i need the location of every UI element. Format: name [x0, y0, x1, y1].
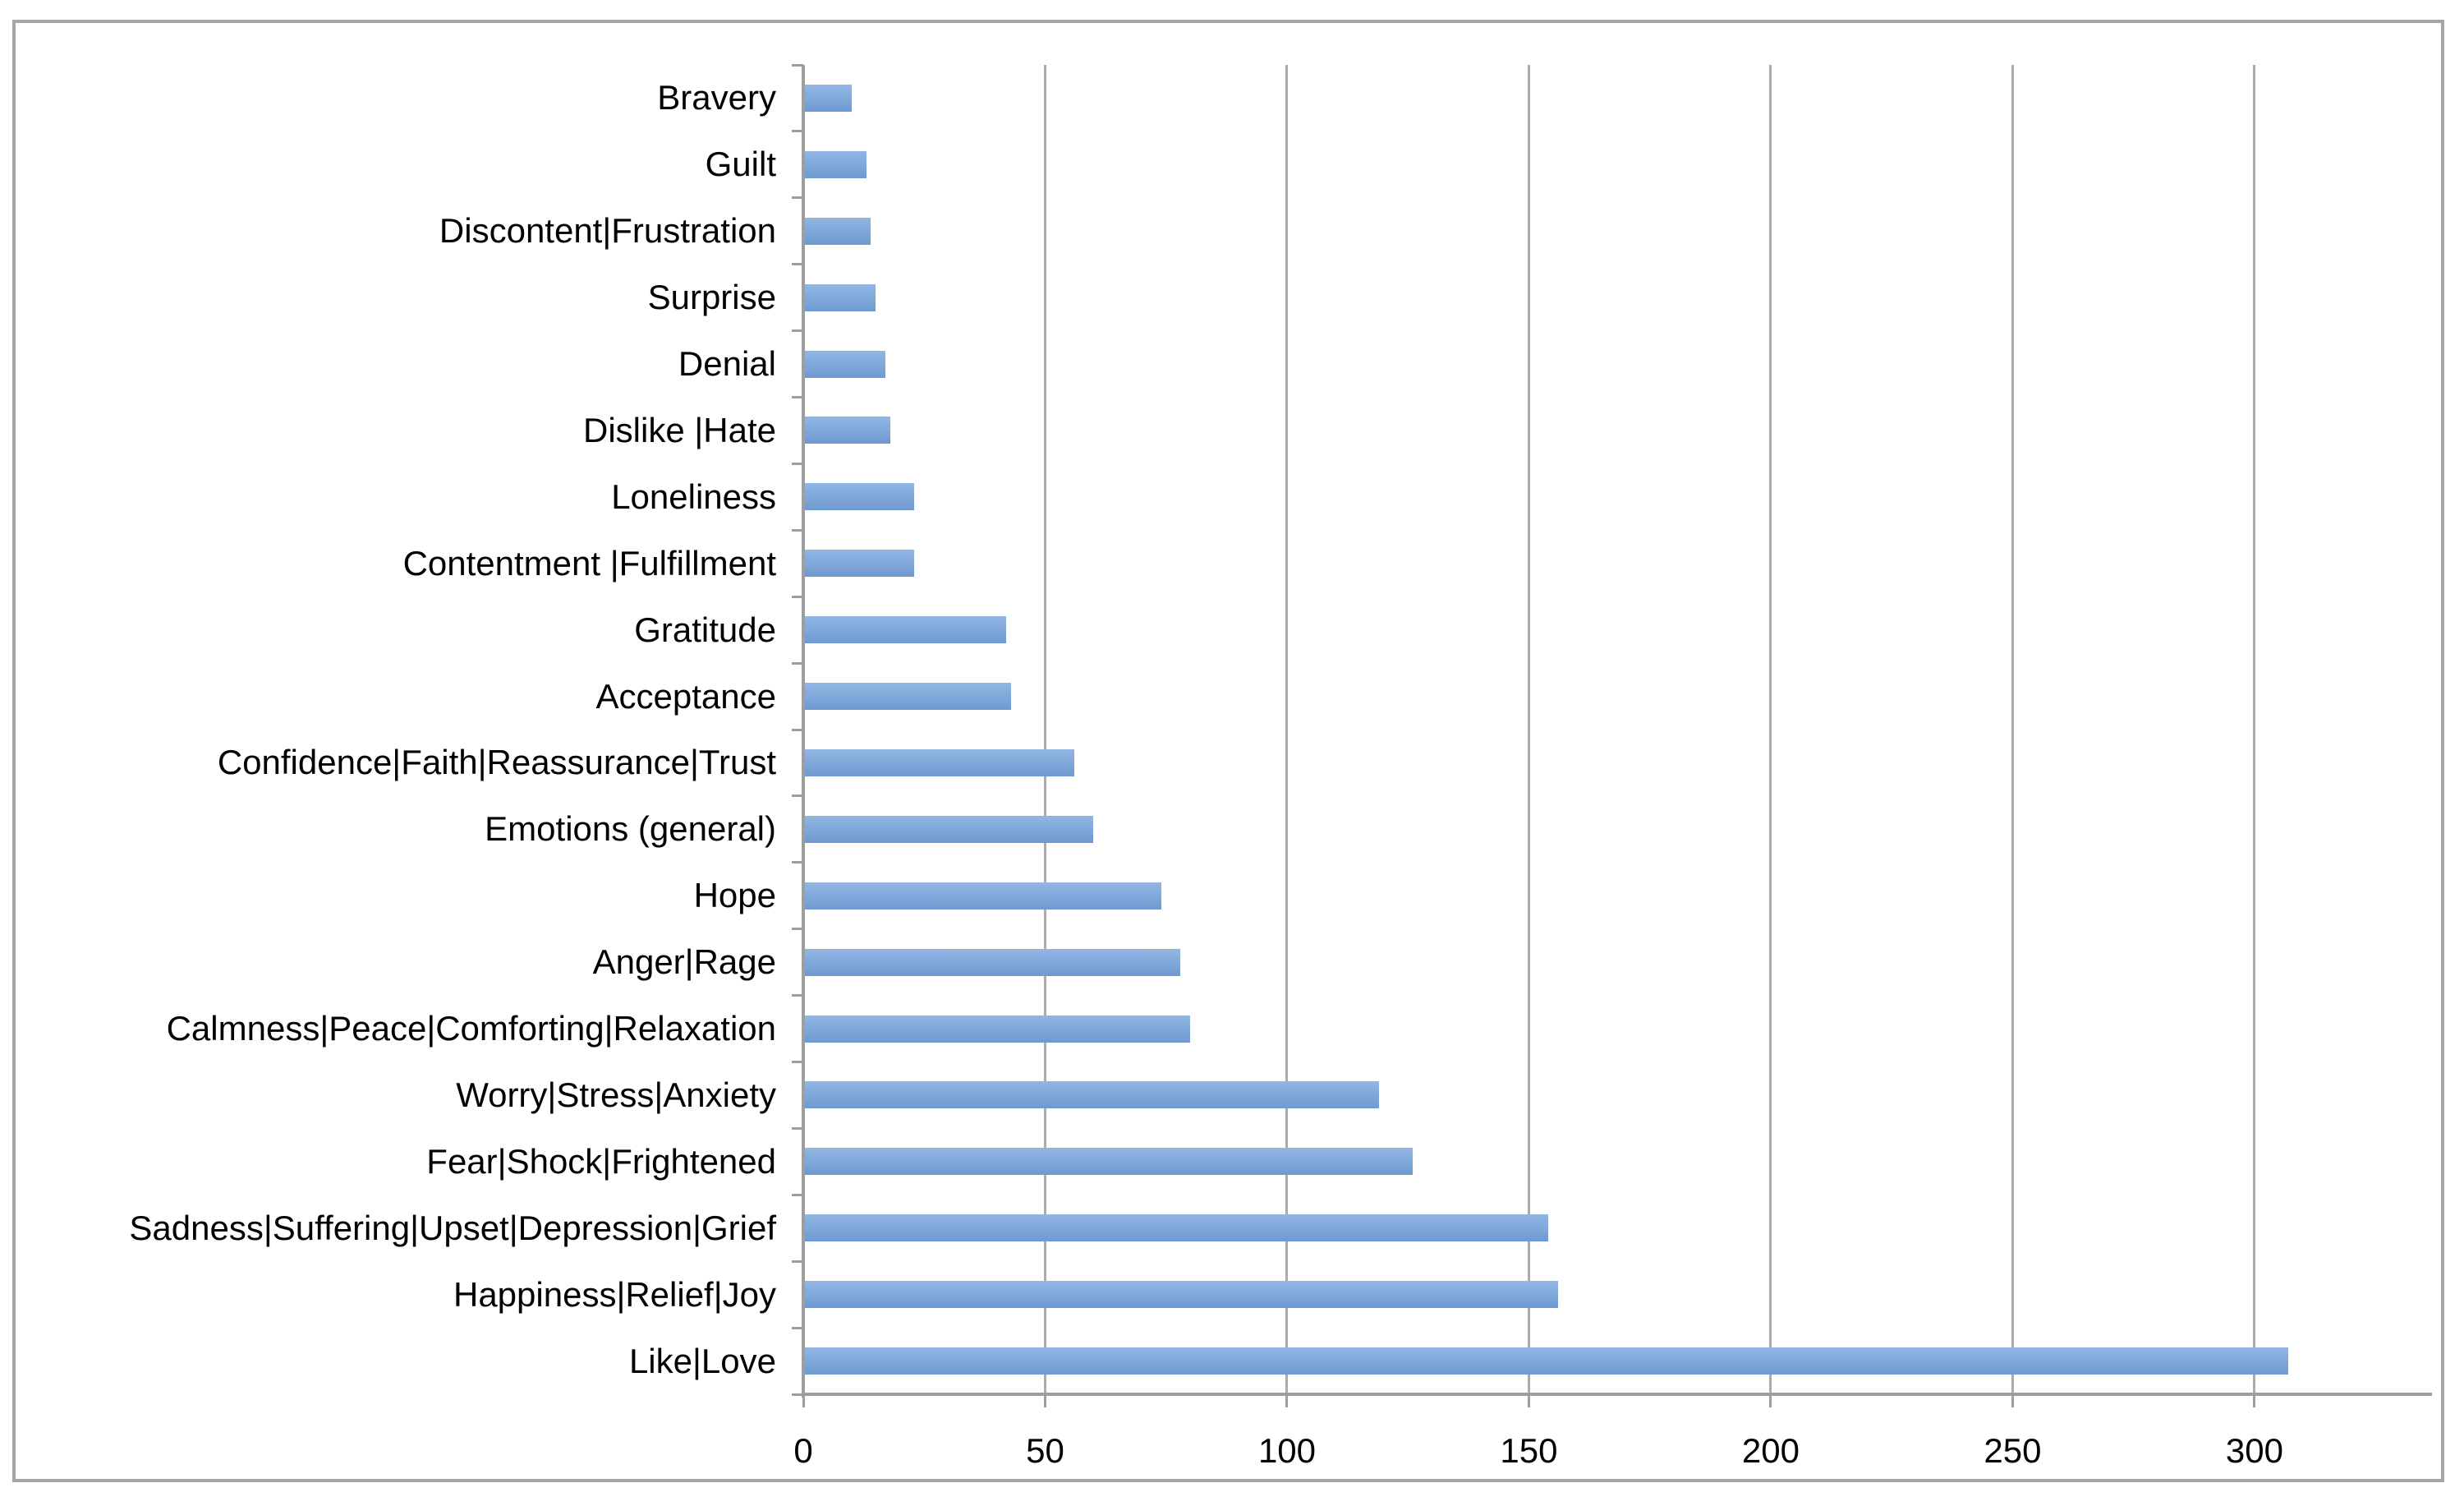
- category-label: Acceptance: [595, 676, 776, 716]
- bar: [803, 1347, 2289, 1375]
- bar: [803, 748, 1074, 776]
- x-tick-label: 250: [1984, 1431, 2042, 1470]
- y-tick-mark: [792, 1393, 803, 1396]
- bar: [803, 483, 915, 511]
- category-label: Loneliness: [611, 477, 776, 516]
- x-tick-label: 0: [793, 1431, 813, 1470]
- category-label: Calmness|Peace|Comforting|Relaxation: [166, 1009, 776, 1048]
- bar: [803, 150, 867, 178]
- x-tick-mark: [802, 1394, 805, 1407]
- bar: [803, 616, 1007, 644]
- bar: [803, 283, 876, 311]
- bar: [803, 683, 1012, 711]
- bar: [803, 84, 852, 112]
- x-tick-mark: [1285, 1394, 1289, 1407]
- category-label: Confidence|Faith|Reassurance|Trust: [217, 743, 776, 782]
- category-label: Surprise: [647, 278, 776, 317]
- x-tick-label: 100: [1257, 1431, 1317, 1470]
- y-tick-mark: [792, 130, 803, 133]
- x-tick-mark: [2253, 1394, 2256, 1407]
- bar: [803, 1214, 1549, 1242]
- y-tick-mark: [792, 329, 803, 333]
- category-label: Fear|Shock|Frightened: [426, 1141, 776, 1181]
- y-tick-mark: [792, 661, 803, 665]
- x-tick-mark: [1527, 1394, 1530, 1407]
- y-tick-mark: [792, 994, 803, 997]
- x-axis-line: [802, 1393, 2432, 1396]
- bar: [803, 417, 891, 444]
- bar: [803, 948, 1181, 976]
- y-tick-mark: [792, 263, 803, 266]
- category-label: Like|Love: [628, 1341, 776, 1380]
- category-label: Contentment |Fulfillment: [402, 543, 776, 583]
- bar: [803, 217, 871, 245]
- bar: [803, 1148, 1414, 1176]
- x-tick-label: 150: [1500, 1431, 1558, 1470]
- category-label: Emotions (general): [485, 809, 776, 849]
- y-axis-line: [802, 65, 805, 1398]
- x-tick-label: 200: [1741, 1431, 1800, 1470]
- x-tick-mark: [1769, 1394, 1772, 1407]
- category-label: Worry|Stress|Anxiety: [456, 1075, 776, 1114]
- gridline: [2253, 65, 2256, 1394]
- y-tick-mark: [792, 861, 803, 864]
- bar: [803, 815, 1094, 843]
- y-tick-mark: [792, 528, 803, 532]
- bar: [803, 550, 915, 578]
- y-tick-mark: [792, 1061, 803, 1063]
- category-label: Hope: [693, 876, 776, 915]
- bar: [803, 1281, 1558, 1309]
- y-tick-mark: [792, 1260, 803, 1263]
- gridline: [1285, 65, 1289, 1394]
- gridline: [1043, 65, 1046, 1394]
- category-label: Dislike |Hate: [583, 410, 776, 449]
- y-tick-mark: [792, 462, 803, 465]
- bar: [803, 1015, 1191, 1043]
- y-tick-mark: [792, 1126, 803, 1130]
- gridline: [1769, 65, 1772, 1394]
- bar: [803, 350, 886, 378]
- gridline: [1527, 65, 1530, 1394]
- y-tick-mark: [792, 1326, 803, 1329]
- category-label: Sadness|Suffering|Upset|Depression|Grief: [129, 1208, 776, 1247]
- category-label: Bravery: [657, 78, 776, 117]
- y-tick-mark: [792, 928, 803, 931]
- gridline: [2011, 65, 2014, 1394]
- y-tick-mark: [792, 1193, 803, 1196]
- y-tick-mark: [792, 196, 803, 200]
- plot-area: [803, 65, 2429, 1394]
- category-label: Gratitude: [634, 610, 776, 649]
- category-label: Denial: [678, 344, 776, 384]
- category-label: Happiness|Relief|Joy: [453, 1274, 776, 1314]
- x-tick-mark: [1043, 1394, 1046, 1407]
- category-label: Guilt: [705, 145, 776, 184]
- category-label: Discontent|Frustration: [439, 211, 776, 251]
- category-label: Anger|Rage: [592, 942, 776, 982]
- bar: [803, 882, 1161, 910]
- y-tick-mark: [792, 595, 803, 598]
- y-tick-mark: [792, 396, 803, 398]
- y-tick-mark: [792, 794, 803, 798]
- x-tick-mark: [2011, 1394, 2014, 1407]
- y-tick-mark: [792, 728, 803, 731]
- x-tick-label: 300: [2225, 1431, 2283, 1470]
- bar: [803, 1081, 1379, 1109]
- x-tick-label: 50: [1026, 1431, 1064, 1470]
- y-tick-mark: [792, 63, 803, 67]
